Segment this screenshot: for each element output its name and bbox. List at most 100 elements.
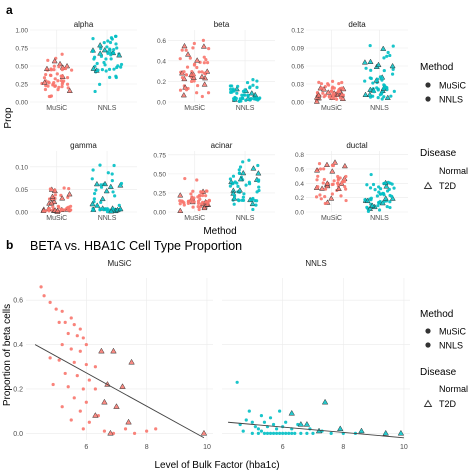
facet-gamma-nnls-normal-point	[102, 208, 106, 212]
facet-alpha-music-normal-point	[49, 68, 53, 72]
facet-gamma-nnls-normal-point	[90, 177, 94, 181]
facet-acinar-nnls-normal-point	[241, 198, 246, 202]
scatter-NNLS-normal-point	[290, 431, 294, 435]
facet-delta-nnls-normal-point	[382, 95, 386, 99]
facet-delta-nnls-normal-point	[391, 44, 395, 48]
facet-alpha-music-normal-point	[60, 85, 64, 89]
facet-delta-nnls-t2d-point	[367, 58, 374, 64]
facet-acinar-nnls-normal-point	[241, 195, 245, 199]
facet-acinar-nnls-normal-point	[247, 158, 251, 162]
facet-ductal-music-normal-point	[322, 177, 326, 182]
facet-beta-music-normal-point	[188, 56, 192, 60]
facet-acinar-nnls-normal-point	[257, 188, 261, 193]
scatter-NNLS-t2d-point	[288, 409, 295, 416]
facet-delta-music-t2d-point	[315, 92, 322, 98]
facet-gamma-music-normal-point	[67, 187, 71, 191]
facet-ductal-nnls-normal-point	[388, 200, 392, 204]
facet-alpha-nnls-normal-point	[102, 60, 106, 65]
scatter-MuSiC-normal-point	[84, 342, 88, 347]
facet-beta-music-normal-point	[196, 83, 200, 88]
facet-ductal-music-normal-point	[343, 184, 347, 189]
facet-delta-nnls-normal-point	[380, 78, 384, 82]
scatter-MuSiC-normal-point	[60, 309, 64, 313]
facet-acinar-music-normal-point	[191, 189, 195, 193]
facet-beta-nnls-normal-point	[235, 91, 239, 95]
facet-gamma-music-normal-point	[53, 193, 57, 197]
facet-beta-music-normal-point	[192, 63, 197, 67]
facet-alpha-ytick-label: 0.75	[15, 46, 28, 53]
facet-gamma-nnls-normal-point	[94, 188, 98, 192]
scatter-MuSiC-normal-point	[60, 342, 64, 347]
facet-beta-nnls-normal-point	[245, 80, 250, 85]
facet-alpha-music-normal-point	[70, 68, 74, 72]
facet-beta-music-normal-point	[184, 88, 189, 92]
scatter-NNLS-normal-point	[250, 431, 254, 435]
scatter-MuSiC-t2d-point	[200, 429, 208, 436]
scatter-MuSiC-normal-point	[57, 320, 61, 324]
facet-alpha-xtick-label: NNLS	[98, 105, 117, 112]
facet-alpha-music-normal-point	[42, 76, 47, 80]
facet-gamma-music-normal-point	[67, 205, 71, 209]
facet-alpha-nnls-normal-point	[109, 53, 113, 57]
facet-ductal-music-normal-point	[314, 195, 319, 199]
facet-delta-music-normal-point	[340, 86, 344, 90]
facet-beta-music-normal-point	[189, 79, 194, 84]
facet-delta-nnls-t2d-point	[362, 91, 369, 97]
facet-acinar-music-normal-point	[205, 200, 209, 204]
facet-ductal-music-normal-point	[323, 187, 328, 191]
facet-ductal-music-normal-point	[344, 187, 348, 191]
facet-ductal-music-normal-point	[339, 194, 343, 198]
facet-alpha-music-normal-point	[59, 79, 64, 83]
facet-gamma-nnls-normal-point	[104, 208, 109, 212]
facet-delta-nnls-t2d-point	[380, 45, 387, 51]
facet-alpha-music-normal-point	[46, 58, 50, 62]
facet-acinar-music-normal-point	[196, 201, 201, 205]
facet-ductal-music-t2d-point	[319, 185, 326, 191]
scatter-MuSiC-strip-label: MuSiC	[107, 259, 131, 268]
facet-delta-nnls-normal-point	[371, 81, 375, 85]
facet-acinar-strip-label: acinar	[211, 141, 233, 150]
facet-alpha-music-normal-point	[65, 82, 70, 86]
facet-acinar-ytick-label: 0.75	[153, 152, 166, 159]
legend-method-title: Method	[420, 62, 453, 73]
scatter-NNLS-normal-point	[262, 420, 267, 424]
facet-delta-nnls-normal-point	[380, 97, 384, 101]
facet-acinar-music-normal-point	[186, 201, 190, 205]
facet-alpha-music-normal-point	[47, 94, 51, 99]
facet-alpha-ytick-label: 0.50	[15, 64, 28, 71]
facet-ductal-nnls-normal-point	[363, 198, 367, 202]
legend-b-disease-t2d: T2D	[439, 399, 457, 409]
facet-delta-nnls-normal-point	[375, 77, 380, 81]
scatter-NNLS-normal-point	[256, 427, 260, 431]
legend-b-disease-normal: Normal	[439, 384, 468, 394]
facet-delta-music-normal-point	[327, 95, 332, 99]
scatter-MuSiC-t2d-point	[119, 383, 126, 389]
scatter-NNLS-normal-point	[265, 431, 270, 435]
facet-acinar-ytick-label: 0.50	[153, 171, 166, 178]
facet-alpha-music-normal-point	[52, 64, 56, 68]
facet-gamma-xtick-label: MuSiC	[46, 215, 67, 222]
scatter-MuSiC-t2d-point	[110, 347, 117, 354]
facet-gamma-nnls-normal-point	[110, 179, 114, 183]
scatter-MuSiC-t2d-point	[101, 398, 108, 405]
scatter-NNLS-normal-point	[305, 431, 309, 435]
facet-gamma-ytick-label: 0.10	[15, 164, 28, 171]
scatter-NNLS-normal-point	[253, 425, 257, 429]
scatter-MuSiC-ytick-label: 0.6	[13, 298, 23, 305]
facet-beta-xtick-label: NNLS	[236, 105, 255, 112]
facet-delta-music-normal-point	[337, 88, 341, 92]
facet-gamma-music-normal-point	[47, 206, 51, 211]
facet-acinar-ytick-label: 0.00	[153, 210, 166, 217]
facet-delta-nnls-normal-point	[382, 56, 386, 60]
legend-disease-t2d: T2D	[439, 181, 457, 191]
scatter-NNLS-t2d-point	[358, 427, 365, 434]
facet-alpha-music-normal-point	[57, 65, 61, 69]
facet-acinar-music-normal-point	[183, 176, 187, 181]
facet-beta-music-t2d-point	[198, 73, 205, 80]
facet-acinar-nnls-normal-point	[232, 202, 236, 206]
scatter-NNLS-normal-point	[287, 431, 291, 435]
panel-a-xlabel: Method	[203, 226, 236, 237]
facet-alpha-nnls-normal-point	[93, 89, 97, 94]
facet-delta-nnls-normal-point	[384, 85, 388, 89]
facet-delta-nnls-normal-point	[389, 94, 393, 98]
